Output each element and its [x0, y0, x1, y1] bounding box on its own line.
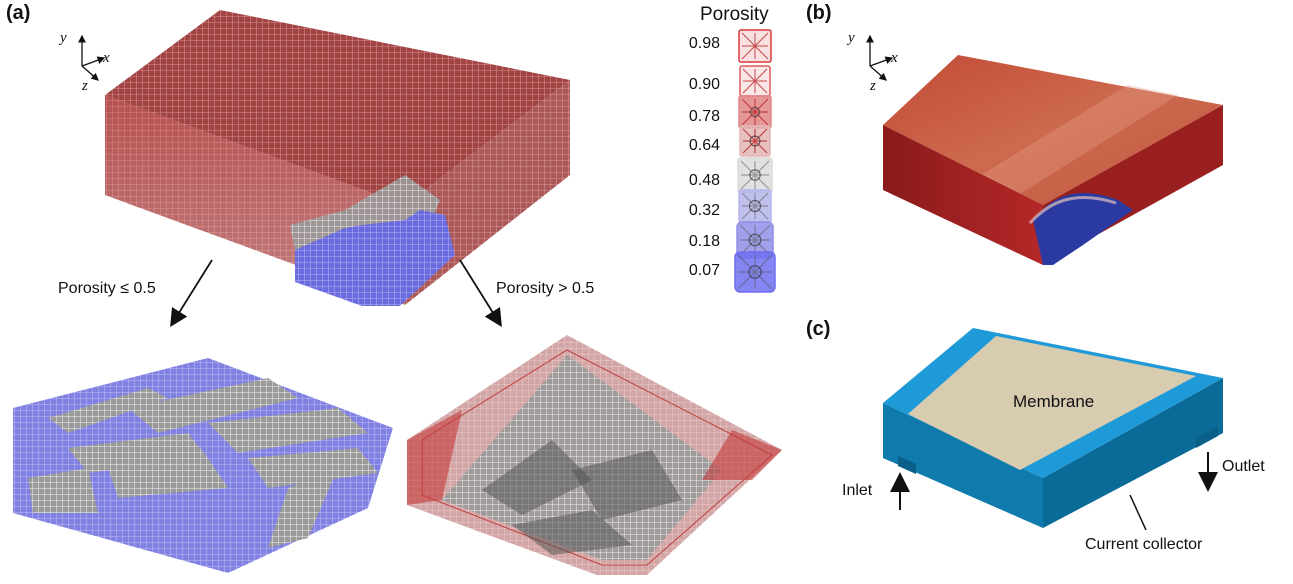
legend-value: 0.64 [688, 137, 720, 154]
legend-value: 0.07 [688, 262, 720, 279]
axis-triad-b [866, 34, 894, 81]
lattice-block-low-porosity [13, 358, 393, 573]
legend-swatch-node [749, 169, 761, 181]
legend-swatch-lattice [739, 224, 771, 256]
split-label-high: Porosity > 0.5 [496, 280, 595, 297]
current-collector-label: Current collector [1085, 536, 1203, 553]
legend-swatch-group [734, 29, 776, 293]
legend-value: 0.18 [688, 233, 720, 250]
legend-swatch-node [748, 233, 762, 247]
panel-label-b: (b) [806, 2, 832, 24]
legend-swatch-lattice [737, 254, 773, 290]
panel-label-a: (a) [6, 2, 31, 24]
axis-label-z: z [870, 78, 876, 94]
membrane-label: Membrane [1013, 392, 1095, 411]
legend-swatch-lattice [741, 192, 769, 220]
axis-label-x: x [103, 50, 110, 66]
legend-value: 0.90 [688, 76, 720, 93]
legend-swatch-node [749, 106, 761, 118]
legend-swatch-lattice [740, 160, 770, 190]
outlet-label: Outlet [1222, 458, 1265, 475]
legend-swatch-node [748, 199, 762, 213]
simulation-field-block [883, 55, 1223, 265]
axis-label-z: z [82, 78, 88, 94]
legend-swatch-lattice [742, 68, 768, 94]
legend-value: 0.78 [688, 108, 720, 125]
panel-label-c: (c) [806, 318, 831, 340]
legend-swatch-lattice [741, 32, 769, 60]
legend-swatch-lattice [742, 128, 768, 154]
axis-triad-a [78, 34, 106, 81]
legend-swatch-lattice [741, 98, 769, 126]
inlet-label: Inlet [842, 482, 873, 499]
legend-swatch-node [748, 265, 762, 279]
legend-value: 0.32 [688, 202, 720, 219]
axis-label-y: y [60, 30, 67, 46]
axis-label-y: y [848, 30, 855, 46]
legend-swatches [734, 29, 776, 293]
legend-value: 0.48 [688, 172, 720, 189]
axis-label-x: x [891, 50, 898, 66]
split-label-low: Porosity ≤ 0.5 [58, 280, 156, 297]
legend-title: Porosity [700, 4, 769, 25]
lattice-block-high-porosity [407, 335, 782, 575]
lattice-block-main [105, 10, 570, 306]
device-schematic [883, 328, 1223, 528]
legend-value: 0.98 [688, 35, 720, 52]
legend-swatch-node [749, 135, 761, 147]
